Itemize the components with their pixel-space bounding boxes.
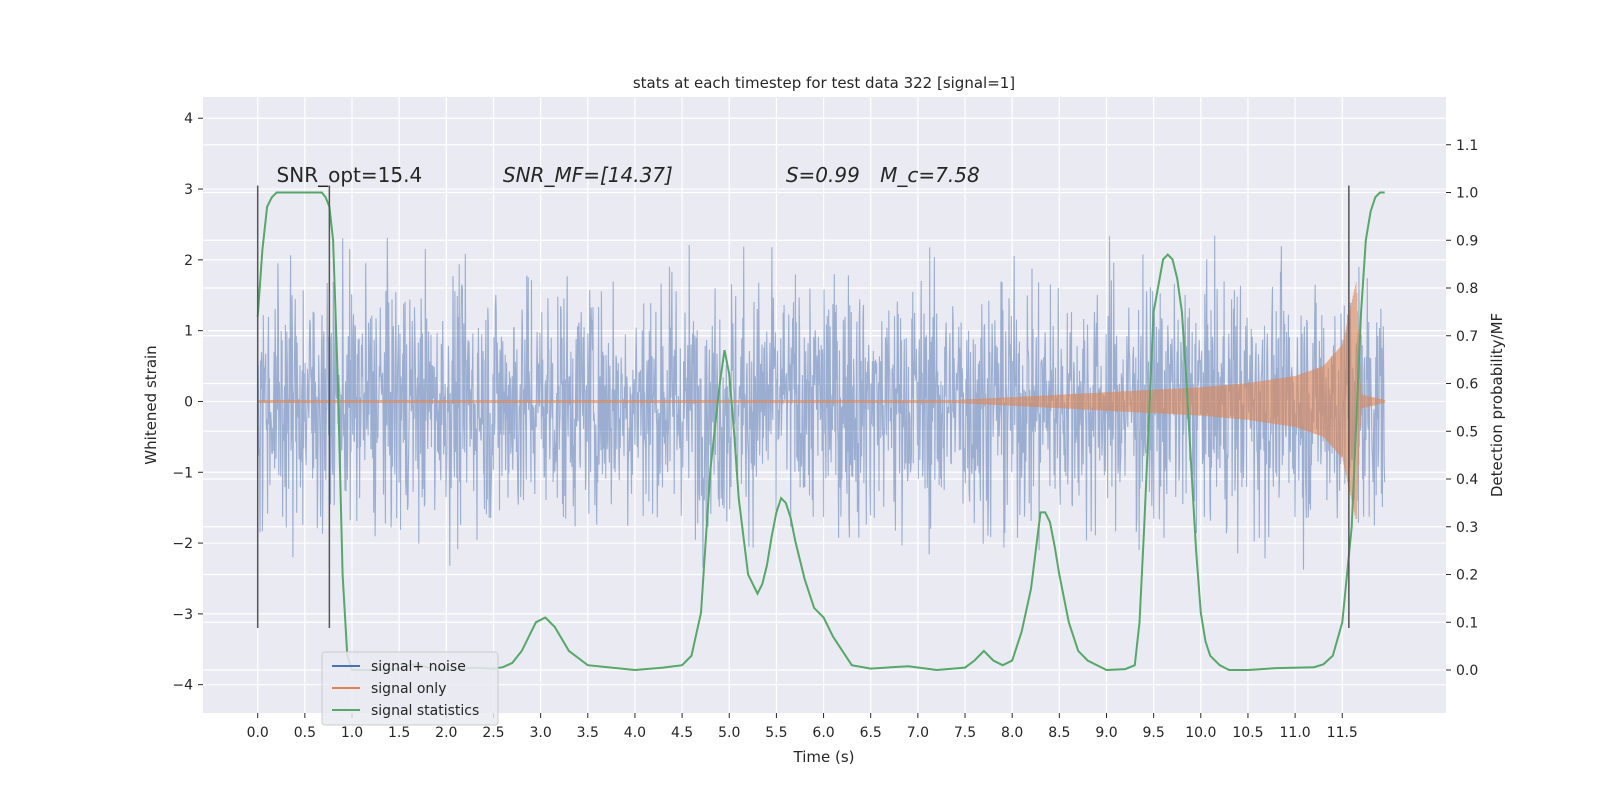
vertical-markers: [256, 185, 1350, 629]
x-tick-label: 5.5: [765, 725, 787, 741]
annotation-s: S=0.99: [786, 163, 860, 187]
x-axis-label: Time (s): [793, 748, 855, 766]
x-tick-label: 8.5: [1048, 725, 1070, 741]
y2-tick-label: 0.8: [1456, 281, 1478, 297]
x-tick-label: 2.0: [435, 725, 457, 741]
annotations: SNR_opt=15.4 SNR_MF=[14.37] S=0.99 M_c=7.58: [277, 163, 980, 187]
x-tick-label: 11.5: [1327, 725, 1358, 741]
y-tick-label: 3: [184, 182, 193, 198]
annotation-snr-opt: SNR_opt=15.4: [277, 163, 423, 187]
annotation-snr-mf: SNR_MF=[14.37]: [503, 163, 673, 187]
x-tick-label: 9.5: [1143, 725, 1165, 741]
legend-label-noise: signal+ noise: [371, 659, 466, 675]
y2-tick-label: 1.1: [1456, 138, 1478, 154]
axis-ticks: 0.0 0.5 1.0 1.5 2.0 2.5 3.0 3.5 4.0 4.5 5.0 5.5 6.0 6…: [172, 111, 1478, 741]
x-tick-label: 3.5: [577, 725, 599, 741]
legend-label-signal: signal only: [371, 681, 446, 697]
y2-tick-label: 1.0: [1456, 186, 1478, 202]
x-tick-label: 4.0: [624, 725, 646, 741]
y2-tick-label: 0.4: [1456, 472, 1478, 488]
y-tick-label: 2: [184, 253, 193, 269]
x-tick-label: 9.0: [1095, 725, 1117, 741]
x-tick-label: 6.0: [812, 725, 834, 741]
x-tick-label: 11.0: [1280, 725, 1311, 741]
x-tick-label: 10.0: [1185, 725, 1216, 741]
y2-tick-label: 0.9: [1456, 233, 1478, 249]
y2-tick-label: 0.0: [1456, 663, 1478, 679]
y2-tick-label: 0.5: [1456, 424, 1478, 440]
x-tick-label: 1.0: [341, 725, 363, 741]
y2-tick-label: 0.2: [1456, 568, 1478, 584]
x-tick-label: 0.5: [294, 725, 316, 741]
x-tick-label: 7.5: [954, 725, 976, 741]
signal-only-series-line: [257, 282, 1386, 520]
y-tick-label: 1: [184, 324, 193, 340]
x-tick-label: 10.5: [1232, 725, 1263, 741]
y2-axis-label: Detection probability/MF: [1488, 313, 1506, 497]
x-tick-label: 2.5: [482, 725, 504, 741]
x-tick-label: 7.0: [907, 725, 929, 741]
x-tick-label: 8.0: [1001, 725, 1023, 741]
x-tick-label: 3.0: [529, 725, 551, 741]
x-tick-label: 4.5: [671, 725, 693, 741]
y-tick-label: 4: [184, 111, 193, 127]
y2-tick-label: 0.7: [1456, 329, 1478, 345]
legend-box: [321, 651, 499, 726]
x-tick-label: 1.5: [388, 725, 410, 741]
y-tick-label: −4: [172, 678, 193, 694]
legend: signal+ noise signal only signal statist…: [321, 651, 499, 726]
y-tick-label: −3: [172, 607, 193, 623]
x-tick-label: 0.0: [247, 725, 269, 741]
chart-title: stats at each timestep for test data 322…: [633, 74, 1015, 92]
x-tick-label: 5.0: [718, 725, 740, 741]
annotation-mc: M_c=7.58: [880, 163, 980, 187]
y2-tick-label: 0.3: [1456, 520, 1478, 536]
y-axis-label: Whitened strain: [142, 345, 160, 464]
x-tick-label: 6.5: [860, 725, 882, 741]
y2-tick-label: 0.1: [1456, 615, 1478, 631]
y-tick-label: −2: [172, 536, 193, 552]
y-tick-label: −1: [172, 465, 193, 481]
y-tick-label: 0: [184, 394, 193, 410]
legend-label-statistics: signal statistics: [371, 703, 479, 719]
y2-tick-label: 0.6: [1456, 377, 1478, 393]
